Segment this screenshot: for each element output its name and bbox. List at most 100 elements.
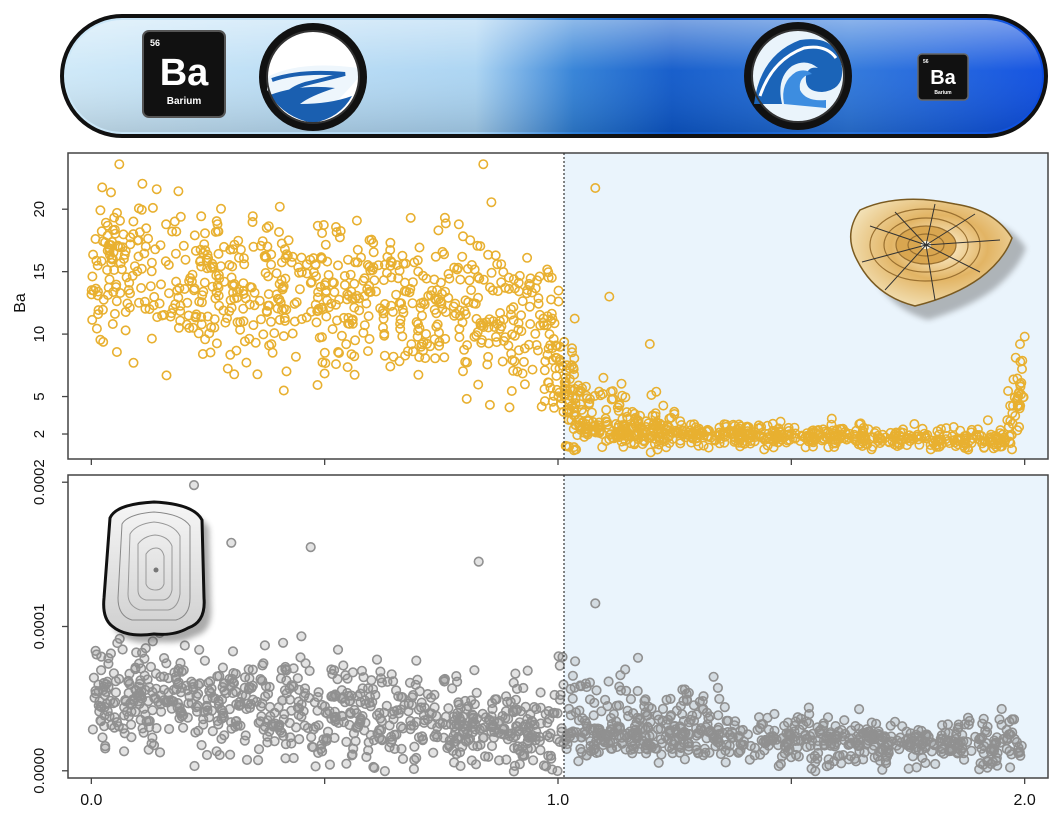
data-point bbox=[581, 426, 592, 437]
data-point bbox=[310, 260, 321, 271]
data-point bbox=[279, 244, 290, 255]
data-point bbox=[431, 308, 442, 319]
data-point bbox=[343, 690, 354, 702]
data-point bbox=[590, 427, 601, 438]
data-point bbox=[397, 753, 409, 765]
data-point bbox=[552, 708, 563, 719]
data-point bbox=[776, 429, 787, 440]
data-point bbox=[462, 720, 473, 732]
data-point bbox=[724, 747, 735, 758]
data-point bbox=[330, 222, 341, 233]
data-point bbox=[604, 291, 615, 302]
barium-tile-number: 56 bbox=[150, 38, 160, 48]
data-point bbox=[1001, 724, 1012, 736]
data-point bbox=[180, 254, 191, 265]
data-point bbox=[591, 685, 602, 696]
data-point bbox=[481, 317, 492, 328]
data-point bbox=[317, 357, 328, 368]
data-point bbox=[172, 285, 183, 296]
data-point bbox=[328, 277, 339, 288]
data-point bbox=[354, 305, 365, 316]
data-point bbox=[447, 683, 458, 694]
data-point bbox=[178, 240, 189, 251]
data-point bbox=[462, 263, 473, 274]
data-point bbox=[123, 284, 134, 295]
data-point bbox=[97, 732, 108, 743]
data-point bbox=[662, 734, 674, 745]
data-point bbox=[907, 751, 919, 762]
river-estuary-icon bbox=[259, 23, 367, 131]
data-point bbox=[933, 435, 944, 446]
data-point bbox=[652, 444, 663, 455]
data-point bbox=[662, 420, 673, 431]
data-point bbox=[546, 294, 557, 305]
data-point bbox=[119, 710, 130, 721]
data-point bbox=[688, 715, 700, 726]
data-point bbox=[994, 714, 1005, 725]
x-tick-label: 2.0 bbox=[1014, 792, 1036, 809]
data-point bbox=[527, 755, 539, 766]
data-point bbox=[173, 186, 184, 197]
data-point bbox=[584, 393, 595, 404]
data-point bbox=[426, 692, 437, 703]
data-point bbox=[625, 438, 636, 449]
data-point bbox=[547, 355, 558, 366]
data-point bbox=[255, 673, 266, 685]
data-point bbox=[87, 271, 98, 282]
data-point bbox=[278, 331, 289, 342]
data-point bbox=[171, 276, 182, 287]
data-point bbox=[190, 727, 201, 738]
data-point bbox=[264, 726, 275, 737]
data-point bbox=[412, 331, 423, 342]
data-point bbox=[408, 763, 420, 775]
data-point bbox=[790, 716, 801, 727]
y-tick-label: 2 bbox=[31, 430, 48, 438]
data-point bbox=[850, 756, 862, 767]
data-point bbox=[247, 217, 258, 228]
data-point bbox=[397, 723, 409, 734]
data-point bbox=[953, 433, 964, 444]
data-point bbox=[640, 707, 651, 718]
data-point bbox=[313, 687, 324, 698]
data-point bbox=[617, 390, 628, 401]
data-point bbox=[136, 282, 147, 293]
data-point bbox=[653, 757, 664, 768]
data-point bbox=[166, 695, 177, 706]
data-point bbox=[215, 704, 227, 715]
data-point bbox=[294, 284, 305, 295]
data-point bbox=[457, 231, 468, 242]
data-point bbox=[189, 230, 200, 241]
data-point bbox=[296, 252, 307, 263]
data-point bbox=[564, 374, 575, 385]
data-point bbox=[551, 384, 562, 395]
data-point bbox=[522, 252, 533, 263]
data-point bbox=[319, 701, 331, 712]
data-point bbox=[688, 700, 700, 711]
data-point bbox=[205, 347, 216, 358]
data-point bbox=[652, 710, 663, 721]
data-point bbox=[257, 660, 268, 671]
data-point bbox=[388, 713, 399, 725]
data-point bbox=[478, 274, 489, 285]
data-point bbox=[652, 724, 664, 735]
data-point bbox=[421, 328, 432, 339]
data-point bbox=[440, 711, 452, 722]
data-point bbox=[563, 703, 575, 715]
data-point bbox=[721, 421, 732, 432]
data-point bbox=[253, 744, 265, 755]
data-point bbox=[564, 363, 575, 374]
data-point bbox=[866, 717, 877, 728]
data-point bbox=[532, 345, 543, 356]
data-point bbox=[469, 264, 480, 275]
data-point bbox=[212, 715, 223, 727]
y-tick-label: 15 bbox=[31, 263, 48, 280]
data-point bbox=[584, 694, 596, 705]
data-point bbox=[615, 670, 626, 681]
data-point bbox=[510, 694, 522, 705]
data-point bbox=[339, 279, 350, 290]
data-point bbox=[310, 721, 321, 732]
data-point bbox=[199, 239, 210, 250]
data-point bbox=[430, 353, 441, 364]
data-point bbox=[454, 332, 465, 343]
data-point bbox=[332, 644, 344, 655]
